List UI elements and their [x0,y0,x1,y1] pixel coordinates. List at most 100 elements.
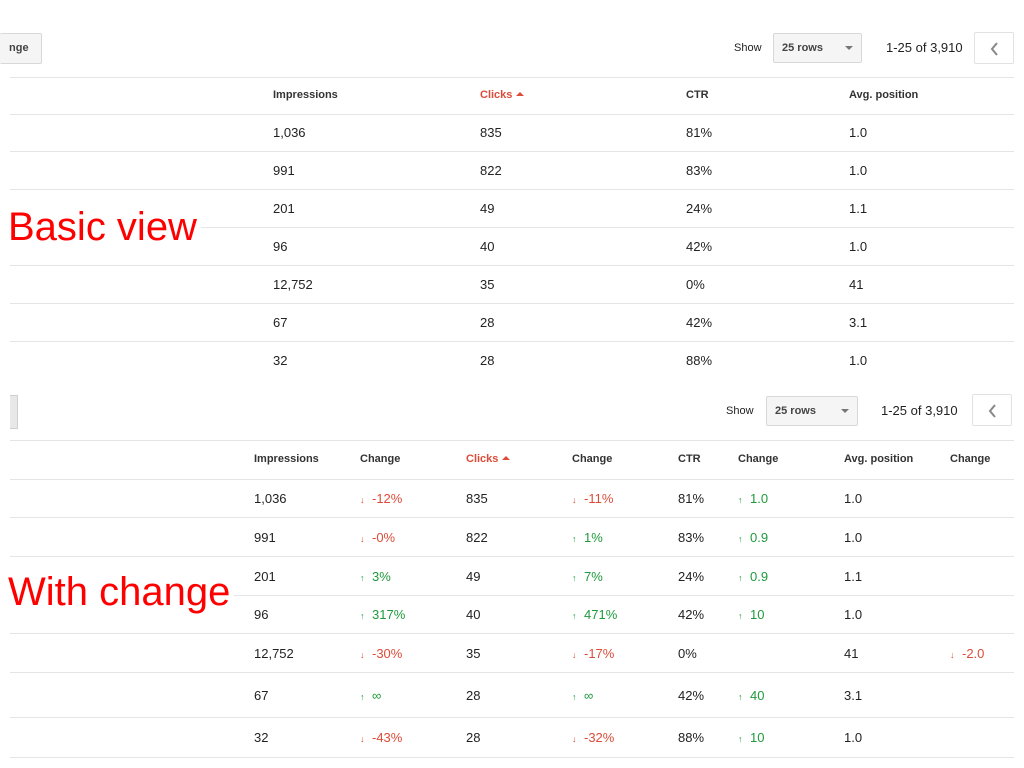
previous-page-button[interactable] [974,32,1014,64]
header-position-change[interactable]: Change [950,453,991,465]
cell-ctr: 83% [686,163,713,178]
cell-ctr-change: ↑ 10 [738,607,764,622]
header-clicks[interactable]: Clicks [466,453,511,465]
header-clicks[interactable]: Clicks [480,89,525,101]
cell-clicks-change: ↑ ∞ [572,688,593,703]
cell-clicks: 35 [466,646,481,661]
arrow-down-icon: ↓ [572,734,577,744]
cell-clicks-change: ↑ 471% [572,607,617,622]
rows-per-page-select[interactable]: 25 rows [766,396,858,426]
arrow-down-icon: ↓ [360,495,365,505]
arrow-up-icon: ↑ [738,734,743,744]
header-impressions[interactable]: Impressions [254,453,319,465]
arrow-down-icon: ↓ [572,650,577,660]
change-button-edge[interactable] [10,395,18,429]
annotation-with-change: With change [8,570,235,614]
cell-impressions: 1,036 [254,491,287,506]
arrow-down-icon: ↓ [360,734,365,744]
table-row: 67 28 42% 3.1 ↑ ∞ ↑ ∞ ↑ 40 [0,673,1024,718]
arrow-up-icon: ↑ [360,611,365,621]
divider [10,151,1014,152]
cell-avg-position: 1.0 [849,163,868,178]
cell-impressions: 96 [254,607,269,622]
cell-ctr: 24% [686,201,713,216]
change-value: 10 [750,607,765,622]
chevron-down-icon [841,409,849,413]
change-value: 1% [584,530,603,545]
divider [10,265,1014,266]
cell-impressions: 991 [254,530,276,545]
cell-avg-position: 41 [844,646,859,661]
change-value: 7% [584,569,603,584]
change-value: 0.9 [750,569,769,584]
cell-impressions: 67 [254,688,269,703]
header-clicks-label: Clicks [480,89,513,101]
header-clicks-change[interactable]: Change [572,453,613,465]
change-value: -32% [584,730,615,745]
arrow-up-icon: ↑ [738,495,743,505]
cell-impressions-change: ↑ 3% [360,569,391,584]
header-ctr[interactable]: CTR [686,89,709,101]
previous-page-button[interactable] [972,394,1012,426]
header-clicks-label: Clicks [466,453,499,465]
change-button[interactable]: nge [0,33,42,64]
table-row: 1,036 835 81% 1.0 ↓ -12% ↓ -11% ↑ 1.0 [0,479,1024,518]
change-value: 1.0 [750,491,769,506]
cell-ctr: 0% [686,277,705,292]
cell-clicks-change: ↑ 7% [572,569,603,584]
rows-per-page-select[interactable]: 25 rows [773,33,862,63]
change-value: 40 [750,688,765,703]
cell-avg-position: 1.1 [849,201,868,216]
cell-clicks: 28 [480,353,495,368]
table-row: 991 822 83% 1.0 ↓ -0% ↑ 1% ↑ 0.9 [0,518,1024,557]
cell-ctr: 88% [686,353,713,368]
cell-impressions: 32 [273,353,288,368]
divider [10,303,1014,304]
cell-impressions: 991 [273,163,295,178]
table-row: 67 28 42% 3.1 [0,304,1024,342]
cell-ctr-change: ↑ 10 [738,730,764,745]
divider [10,341,1014,342]
change-view-panel: Show 25 rows 1-25 of 3,910 Impressions C… [0,380,1024,768]
cell-impressions: 96 [273,239,288,254]
change-value: ∞ [372,688,382,703]
chevron-down-icon [845,46,853,50]
table-row: 96 40 42% 1.0 ↑ 317% ↑ 471% ↑ 10 [0,596,1024,634]
change-value: -43% [372,730,403,745]
table-row: 201 49 24% 1.1 ↑ 3% ↑ 7% ↑ 0.9 [0,557,1024,596]
pagination-range: 1-25 of 3,910 [881,403,958,418]
header-avg-position[interactable]: Avg. position [849,89,919,101]
cell-clicks: 822 [466,530,488,545]
cell-impressions: 201 [254,569,276,584]
header-impressions-change[interactable]: Change [360,453,401,465]
change-value: 471% [584,607,618,622]
change-value: 317% [372,607,406,622]
change-value: 10 [750,730,765,745]
header-ctr-change[interactable]: Change [738,453,779,465]
cell-ctr-change: ↑ 0.9 [738,530,768,545]
cell-impressions: 1,036 [273,125,306,140]
header-ctr[interactable]: CTR [678,453,701,465]
cell-clicks: 35 [480,277,495,292]
cell-clicks: 28 [466,730,481,745]
divider [10,440,1014,441]
divider [10,672,1014,673]
cell-position-change: ↓ -2.0 [950,646,984,661]
cell-impressions-change: ↓ -30% [360,646,402,661]
cell-ctr: 42% [686,239,713,254]
header-avg-position[interactable]: Avg. position [844,453,914,465]
divider [10,114,1014,115]
divider [10,595,1014,596]
header-impressions[interactable]: Impressions [273,89,338,101]
cell-ctr: 42% [678,607,705,622]
cell-clicks-change: ↑ 1% [572,530,603,545]
cell-impressions-change: ↓ -43% [360,730,402,745]
cell-ctr-change: ↑ 40 [738,688,764,703]
cell-ctr: 81% [678,491,705,506]
divider [10,717,1014,718]
arrow-up-icon: ↑ [360,573,365,583]
cell-clicks: 835 [480,125,502,140]
cell-impressions: 32 [254,730,269,745]
cell-ctr: 42% [678,688,705,703]
divider [10,757,1014,758]
